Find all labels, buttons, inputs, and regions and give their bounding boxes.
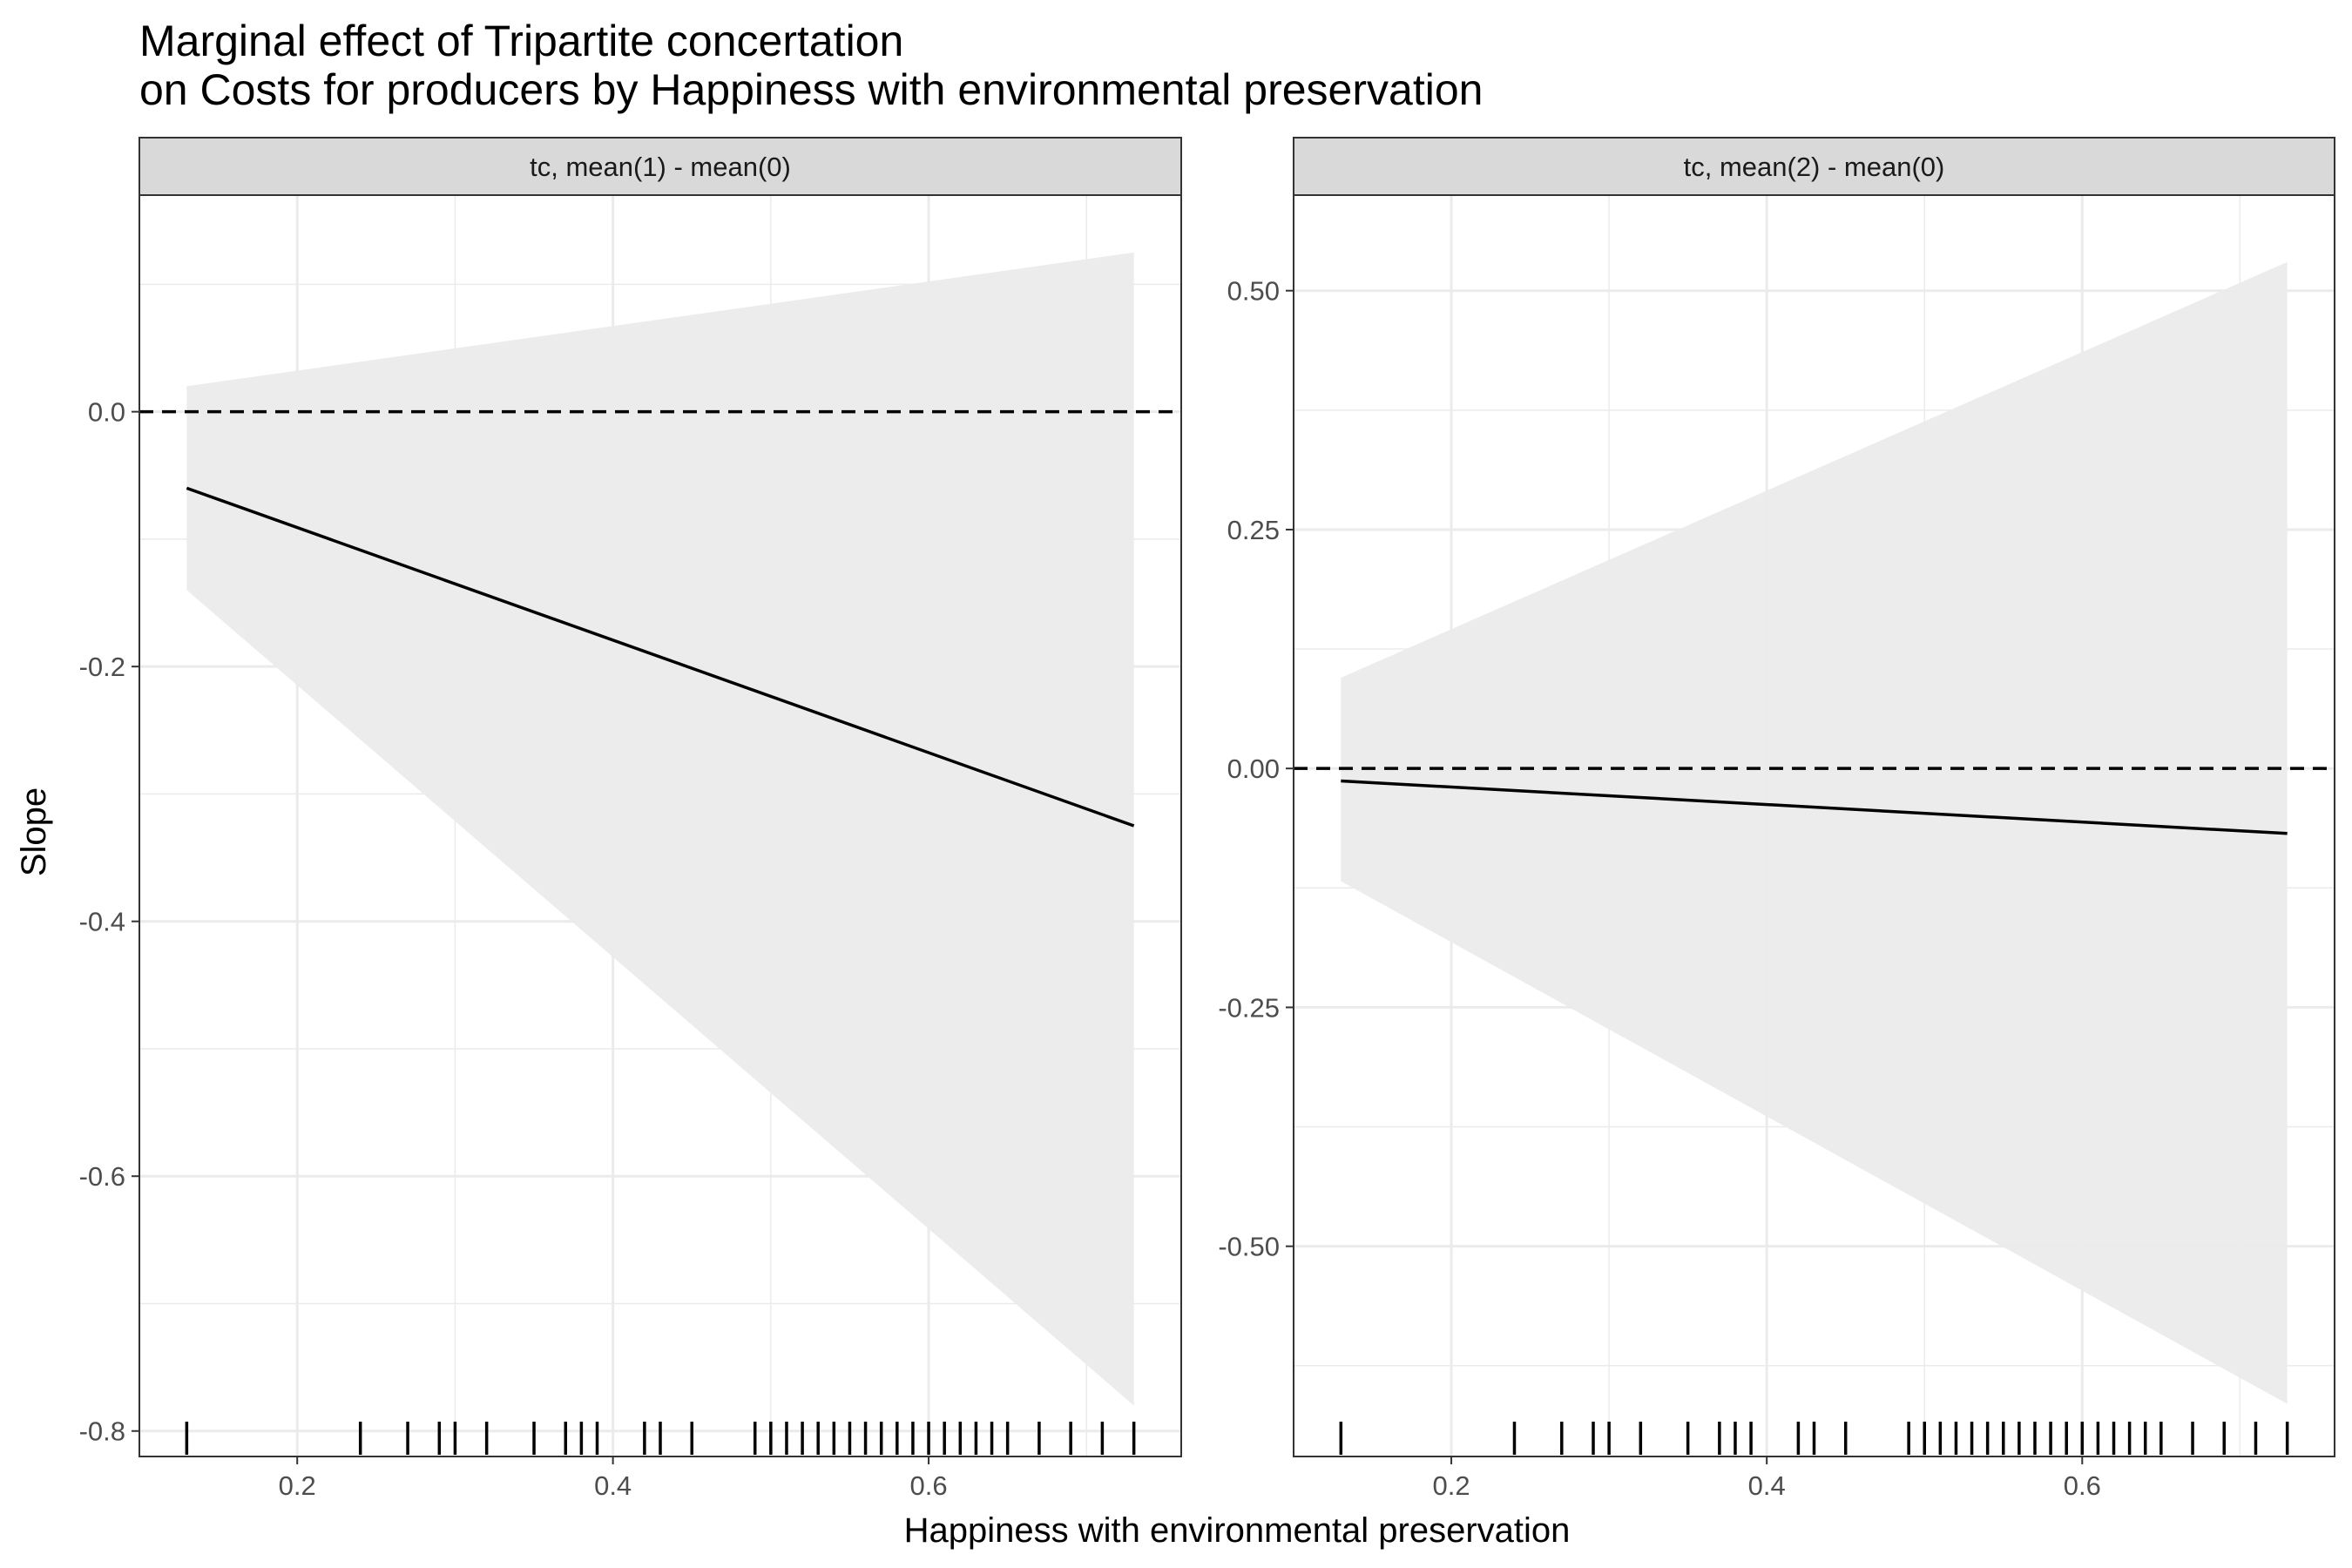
panel-1: tc, mean(1) - mean(0) 0.0 -0.2 -0.4 -0.6 -0.8… [79, 137, 1182, 1501]
y-tick-label: -0.2 [79, 652, 125, 682]
x-tick-label: 0.2 [1433, 1470, 1470, 1501]
chart-title: Marginal effect of Tripartite concertati… [139, 17, 904, 65]
facet-strip [139, 137, 1182, 196]
y-tick-label: 0.25 [1227, 515, 1280, 545]
y-tick-label: 0.00 [1227, 754, 1280, 784]
confidence-ribbon [1341, 261, 2288, 1404]
x-tick-label: 0.4 [1748, 1470, 1786, 1501]
y-tick-label: -0.25 [1218, 992, 1280, 1023]
panel-2: tc, mean(2) - mean(0) 0.50 0.25 0.00 -0.25 -0… [1218, 137, 2335, 1501]
marginal-effect-line [1341, 779, 2288, 835]
x-tick-label: 0.2 [279, 1470, 316, 1501]
y-tick-label: 0.50 [1227, 276, 1280, 307]
chart-subtitle: on Costs for producers by Happiness with… [139, 65, 1484, 114]
facet-strip-label: tc, mean(1) - mean(0) [530, 152, 791, 182]
confidence-ribbon [186, 252, 1134, 1406]
x-tick-label: 0.6 [910, 1470, 948, 1501]
y-tick-label: -0.4 [79, 907, 125, 937]
y-tick-label: -0.50 [1218, 1232, 1280, 1262]
y-tick-label: 0.0 [88, 397, 125, 428]
y-tick-label: -0.6 [79, 1161, 125, 1192]
y-axis-title: Slope [15, 787, 53, 876]
x-tick-label: 0.4 [594, 1470, 632, 1501]
facet-strip [1293, 137, 2335, 196]
y-tick-label: -0.8 [79, 1416, 125, 1447]
x-axis-title: Happiness with environmental preservatio… [904, 1511, 1571, 1550]
x-tick-label: 0.6 [2064, 1470, 2101, 1501]
marginal-effect-line [186, 486, 1135, 828]
facet-strip-label: tc, mean(2) - mean(0) [1684, 152, 1945, 182]
